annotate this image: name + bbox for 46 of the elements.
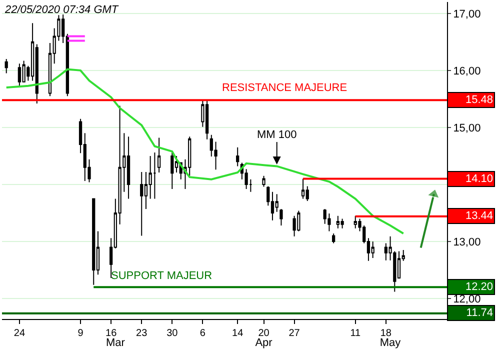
annotation: RESISTANCE MAJEURE	[222, 82, 348, 94]
x2-tick-label: May	[380, 337, 402, 349]
candlestick	[280, 208, 283, 226]
x-tick-label: 14	[232, 328, 244, 340]
x-tick-label: 24	[14, 328, 26, 340]
x-tick-label: 16	[106, 328, 118, 340]
y-tick-label: 16,00	[453, 65, 481, 78]
x-tick-label: 20	[258, 328, 270, 340]
annotation: SUPPORT MAJEUR	[111, 270, 212, 282]
chart-title: 22/05/2020 07:34 GMT	[4, 4, 120, 16]
x-tick-label: 11	[350, 328, 362, 340]
data-label: 13.44	[465, 210, 493, 222]
candlestick	[170, 152, 174, 190]
candlestick	[126, 136, 130, 200]
y-tick-label: 12,00	[453, 293, 481, 306]
data-label: 12.20	[465, 281, 493, 293]
candlestick	[236, 146, 240, 167]
x-tick-label: 27	[288, 328, 300, 340]
data-label: 14.10	[465, 173, 493, 185]
candlestick	[92, 198, 96, 286]
candlestick	[301, 178, 305, 200]
candlestick	[340, 218, 344, 229]
data-label: 15.48	[465, 94, 493, 106]
x-tick-label: 23	[136, 328, 148, 340]
candlestick	[332, 233, 336, 244]
x2-tick-label: Apr	[255, 337, 273, 349]
candlestick	[205, 100, 209, 140]
y-tick-label: 13,00	[453, 236, 481, 248]
x-tick-label: 9	[78, 328, 84, 340]
x2-tick-label: Mar	[106, 337, 126, 349]
data-label: 11.74	[466, 307, 493, 319]
candlestick	[328, 213, 331, 232]
annotation: MM 100	[257, 129, 297, 141]
y-tick-label: 15,00	[453, 122, 481, 134]
candlestick	[262, 175, 266, 188]
x-tick-label: 30	[166, 328, 178, 340]
candlestick	[371, 241, 374, 259]
candlestick	[153, 152, 156, 200]
x-tick-label: 18	[380, 328, 392, 340]
candlestick	[157, 137, 161, 174]
y-tick-label: 17,00	[453, 8, 481, 20]
candlestick	[18, 63, 22, 88]
candlestick	[140, 171, 144, 236]
line-series	[5, 68, 404, 235]
x-tick-label: 6	[200, 328, 206, 340]
candlestick	[4, 58, 8, 74]
